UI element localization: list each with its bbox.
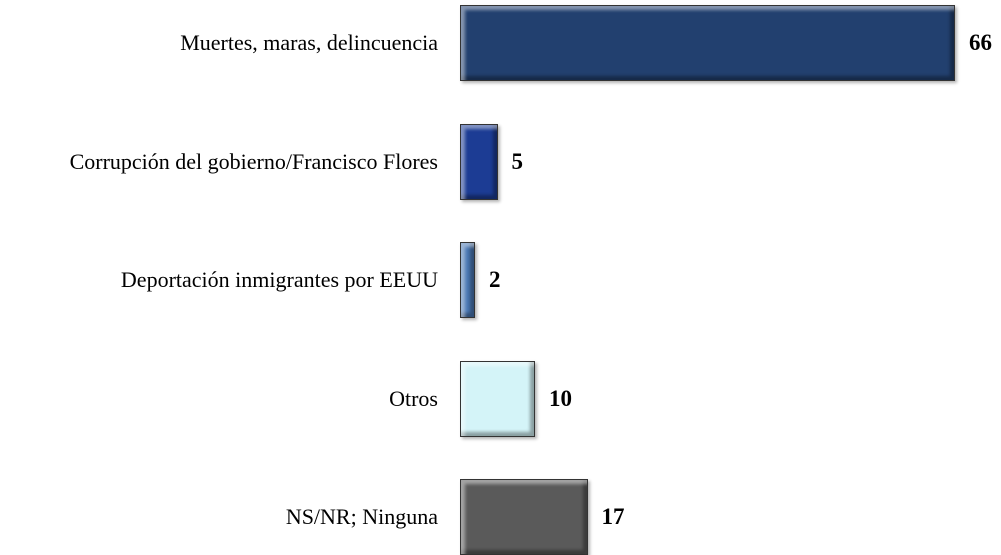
value-label: 66 <box>969 30 992 55</box>
category-label: Otros <box>389 385 438 411</box>
value-label: 10 <box>549 385 572 411</box>
value-label: 17 <box>601 504 625 529</box>
bar <box>460 242 475 318</box>
bar <box>460 123 498 200</box>
bar <box>460 5 955 81</box>
value-label: 5 <box>511 148 524 174</box>
bar <box>460 479 588 555</box>
category-label: Muertes, maras, delincuencia <box>180 30 438 55</box>
value-label: 2 <box>489 267 501 292</box>
category-label: NS/NR; Ninguna <box>285 504 438 529</box>
category-label: Corrupción del gobierno/Francisco Flores <box>69 148 438 174</box>
category-label: Deportación inmigrantes por EEUU <box>120 267 438 292</box>
bar <box>460 360 535 437</box>
